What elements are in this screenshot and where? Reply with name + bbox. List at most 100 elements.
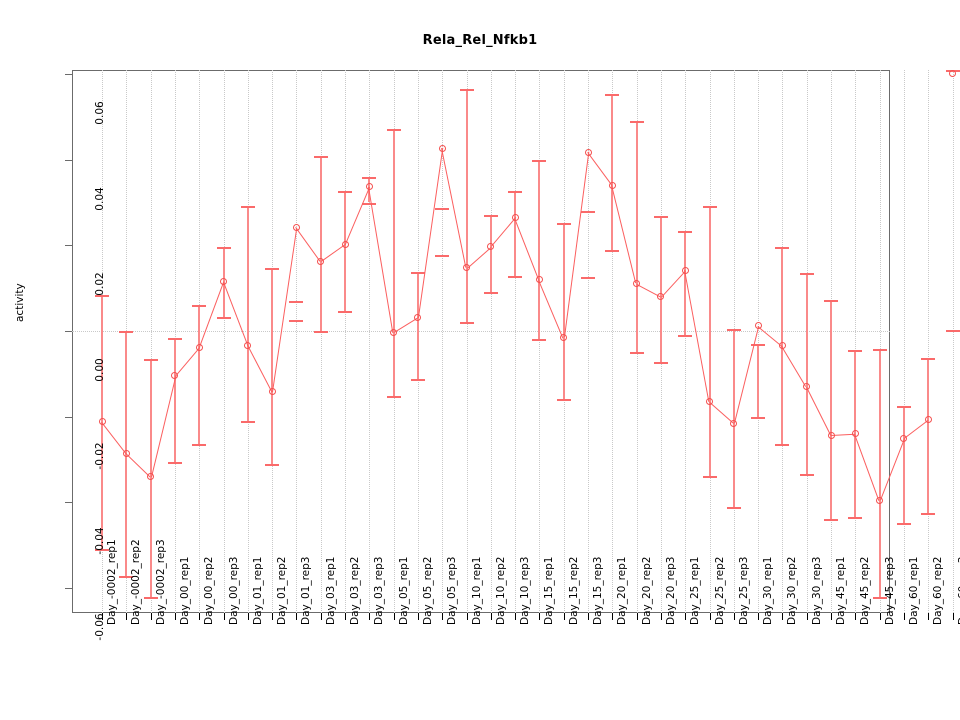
data-point-marker[interactable] [122,449,130,457]
data-point-marker[interactable] [535,276,543,284]
line-segment [563,152,589,338]
x-axis-tick-label: Day_15_rep1 [543,556,556,626]
x-axis-tick-label: Day_00_rep3 [227,556,240,626]
grid-line-vertical [612,70,614,613]
error-bar-cap [896,522,911,525]
error-bar-cap [508,276,523,279]
error-bar-cap [556,398,571,401]
error-bar-cap [483,292,498,295]
x-axis-tick [199,613,201,620]
x-axis-tick-label: Day_10_rep3 [519,556,532,626]
error-bar-cap [872,348,887,351]
error-bar-cap [435,208,450,211]
data-point-marker[interactable] [244,341,252,349]
data-point-marker[interactable] [365,183,373,191]
error-bar-cap [678,335,693,338]
data-point-marker[interactable] [827,431,835,439]
error-bar [319,156,322,331]
data-point-marker[interactable] [900,434,908,442]
grid-line-vertical [588,70,590,613]
y-axis-tick [65,159,72,161]
x-axis-tick-label: Day_01_rep1 [251,556,264,626]
line-segment [611,185,637,285]
error-bar-cap [921,357,936,360]
error-bar-cap [775,443,790,446]
x-axis-tick [247,613,249,620]
data-point-marker[interactable] [706,398,713,406]
data-point-marker[interactable] [463,264,470,272]
error-bar-cap [362,202,377,205]
data-point-marker[interactable] [390,328,398,336]
error-bar-cap [508,190,523,193]
data-point-marker[interactable] [414,313,422,321]
plot-frame [72,70,890,613]
error-bar-cap [921,513,936,516]
data-point-marker[interactable] [803,383,811,391]
data-point-marker[interactable] [220,278,227,286]
x-axis-tick-label: Day_20_rep3 [664,556,677,626]
y-axis-tick [65,74,72,76]
data-point-marker[interactable] [924,416,932,424]
x-axis-tick [831,613,832,620]
error-bar-cap [848,517,863,520]
data-point-marker[interactable] [657,293,665,301]
data-point-marker[interactable] [292,223,300,231]
x-axis-tick [272,613,274,620]
line-segment [222,281,248,346]
data-point-marker[interactable] [851,430,859,438]
y-axis-tick [65,245,72,247]
data-point-marker[interactable] [584,148,592,156]
grid-line-vertical [758,70,760,613]
error-bar [344,190,346,311]
error-bar-cap [775,246,790,249]
error-bar-cap [605,94,620,97]
x-axis-tick [782,613,784,620]
data-point-marker[interactable] [730,419,738,427]
data-point-marker[interactable] [511,214,519,221]
data-point-marker[interactable] [681,266,689,274]
data-point-marker[interactable] [98,418,106,426]
line-segment [879,438,905,501]
error-bar [465,89,468,322]
error-bar [757,343,760,417]
data-point-marker[interactable] [949,70,956,77]
y-axis-tick [65,587,72,589]
data-point-marker[interactable] [195,343,203,351]
line-segment [538,279,564,338]
data-point-marker[interactable] [608,181,616,189]
x-axis-tick-label: Day_03_rep3 [373,556,386,626]
data-point-marker[interactable] [268,388,276,396]
error-bar-cap [386,396,401,399]
error-bar [246,205,249,421]
x-axis-tick [223,613,225,620]
x-axis-tick [660,613,662,620]
error-bar-cap [192,444,207,447]
data-point-marker[interactable] [487,242,495,250]
data-point-marker[interactable] [876,496,884,504]
error-bar-cap [702,475,717,478]
grid-line-vertical [223,70,226,613]
data-point-marker[interactable] [778,342,786,350]
data-point-marker[interactable] [560,333,568,341]
x-axis-tick [539,613,541,620]
x-axis-tick [806,613,808,620]
error-bar-cap [653,362,668,365]
data-point-marker[interactable] [341,240,349,248]
data-point-marker[interactable] [633,280,641,288]
x-axis-tick [369,613,371,620]
data-point-marker[interactable] [317,257,325,265]
data-point-marker[interactable] [147,473,155,481]
data-point-marker[interactable] [438,144,446,152]
error-bar-cap [532,338,547,341]
x-axis-tick [612,613,614,620]
error-bar-cap [896,405,911,408]
error-bar-cap [240,420,255,423]
error-bar-cap [702,205,717,208]
line-segment [272,227,298,392]
error-bar [878,348,881,598]
data-point-marker[interactable] [171,372,179,380]
error-bar-cap [872,597,887,600]
error-bar-cap [338,310,352,313]
x-axis-tick-label: Day_30_rep2 [786,556,799,626]
data-point-marker[interactable] [754,322,762,330]
